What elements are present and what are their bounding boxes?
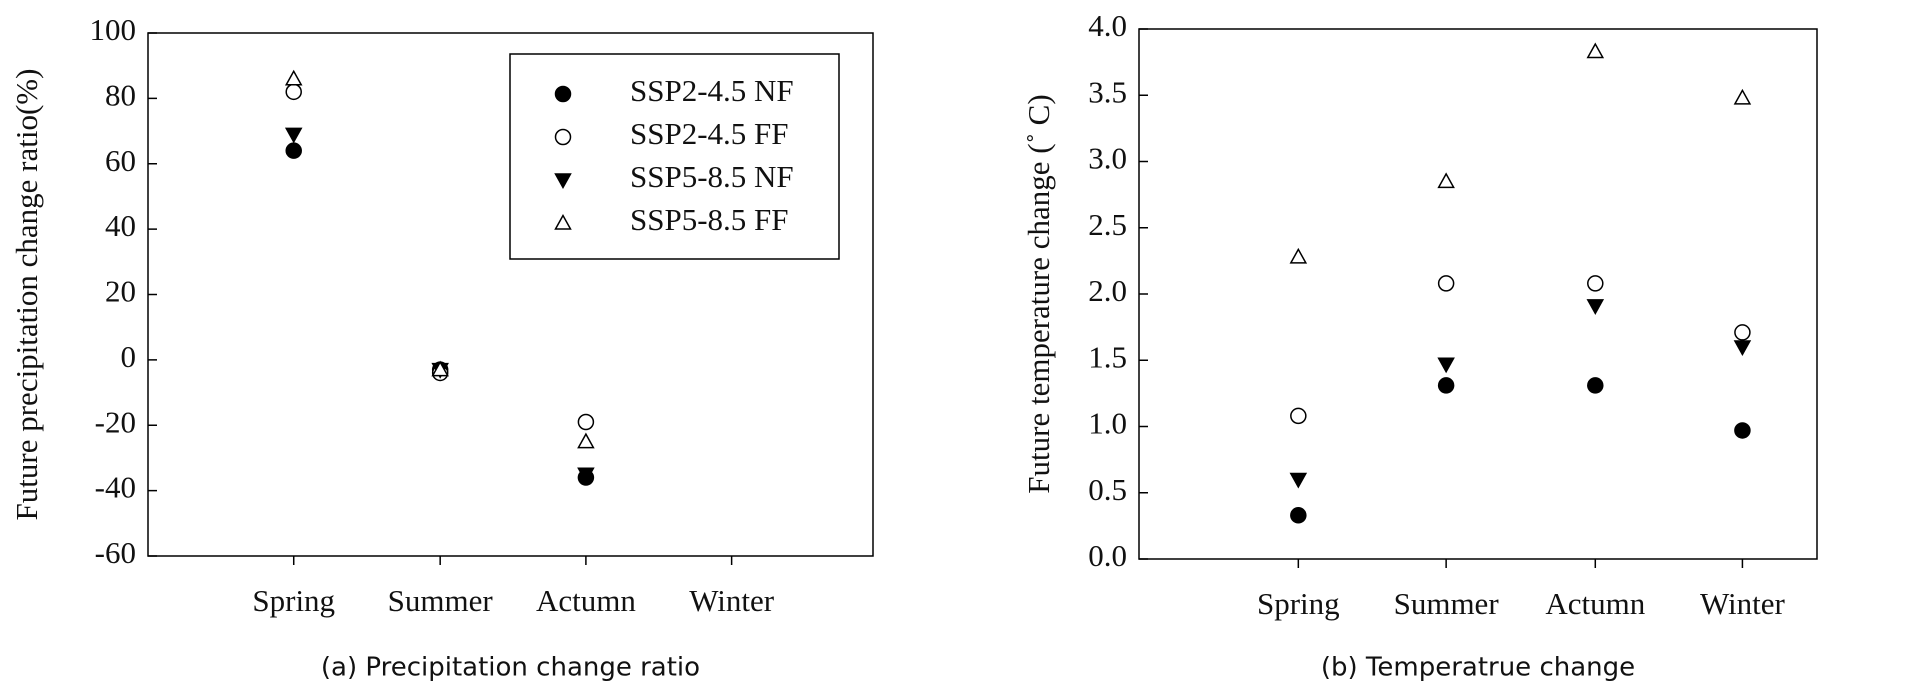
marker [284,69,303,86]
y-tick-label: -20 [95,404,136,439]
marker [554,85,572,103]
y-tick-label: 1.0 [1088,406,1127,441]
marker [285,142,302,159]
marker [1437,275,1455,292]
y-axis-label: Future precipitation change ratio(%) [9,69,44,521]
y-axis-label: Future temperature change (˚ C) [1021,94,1056,493]
legend-label: SSP2-4.5 FF [630,116,789,151]
marker [1587,377,1604,394]
x-tick-label: Actumn [1545,586,1645,621]
marker [1586,299,1605,315]
marker [577,467,595,484]
y-tick-label: 0.0 [1088,538,1127,573]
y-tick-label: -40 [95,470,136,505]
x-tick-label: Winter [1700,586,1786,621]
marker [285,83,302,101]
marker [1437,172,1455,189]
plot-frame [1138,28,1818,560]
y-tick-label: 0.5 [1088,472,1127,507]
legend-label: SSP2-4.5 NF [630,73,794,108]
marker [1437,377,1455,394]
marker [554,173,572,190]
caption: (b) Temperatrue change [1321,653,1635,683]
y-tick-label: 2.5 [1088,207,1127,242]
marker [1587,275,1604,292]
marker [1437,357,1455,374]
marker [577,432,595,449]
marker [1733,88,1752,105]
marker [1289,472,1308,489]
caption: (a) Precipitation change ratio [321,653,700,683]
marker [431,360,449,377]
x-tick-label: Summer [1394,586,1500,621]
y-tick-label: 3.0 [1088,141,1127,176]
y-tick-label: 1.5 [1088,339,1127,374]
marker [1290,507,1307,524]
marker [1290,407,1307,425]
marker [1586,42,1605,59]
marker [554,213,572,230]
y-tick-label: 4.0 [1088,8,1127,43]
marker [1734,324,1751,341]
marker [1289,247,1308,264]
x-tick-label: Summer [388,583,494,618]
y-tick-label: 20 [105,274,136,309]
y-tick-label: 60 [105,143,136,178]
y-tick-label: 80 [105,77,136,112]
marker [554,128,572,146]
y-tick-label: -60 [95,535,136,570]
y-tick-label: 0 [121,339,137,374]
marker [1734,422,1751,439]
x-tick-label: Spring [1257,586,1340,621]
x-tick-label: Spring [252,583,335,618]
legend-label: SSP5-8.5 FF [630,202,789,237]
marker [284,127,303,144]
y-tick-label: 3.5 [1088,74,1127,109]
x-tick-label: Winter [689,583,775,618]
marker [577,413,595,431]
y-tick-label: 40 [105,208,136,243]
y-tick-label: 2.0 [1088,273,1127,308]
y-tick-label: 100 [90,12,137,47]
marker [1733,340,1752,357]
x-tick-label: Actumn [536,583,636,618]
legend-label: SSP5-8.5 NF [630,159,794,194]
